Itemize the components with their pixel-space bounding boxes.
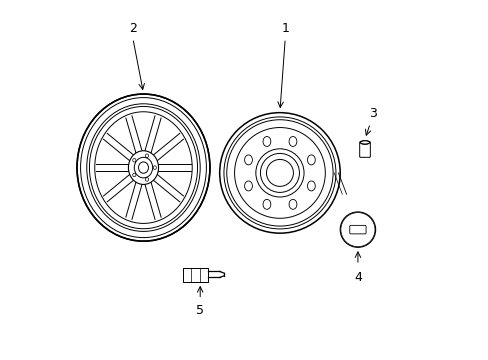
Circle shape	[340, 212, 375, 247]
Ellipse shape	[77, 94, 209, 241]
FancyBboxPatch shape	[183, 267, 207, 282]
Text: 5: 5	[196, 305, 204, 318]
Ellipse shape	[138, 162, 148, 173]
FancyBboxPatch shape	[359, 142, 369, 157]
Ellipse shape	[134, 157, 152, 178]
Text: 2: 2	[129, 22, 137, 35]
Text: 1: 1	[281, 22, 288, 35]
Text: 3: 3	[368, 107, 376, 121]
Ellipse shape	[128, 151, 158, 184]
Ellipse shape	[360, 141, 369, 144]
FancyBboxPatch shape	[349, 225, 366, 234]
Text: 4: 4	[353, 271, 361, 284]
